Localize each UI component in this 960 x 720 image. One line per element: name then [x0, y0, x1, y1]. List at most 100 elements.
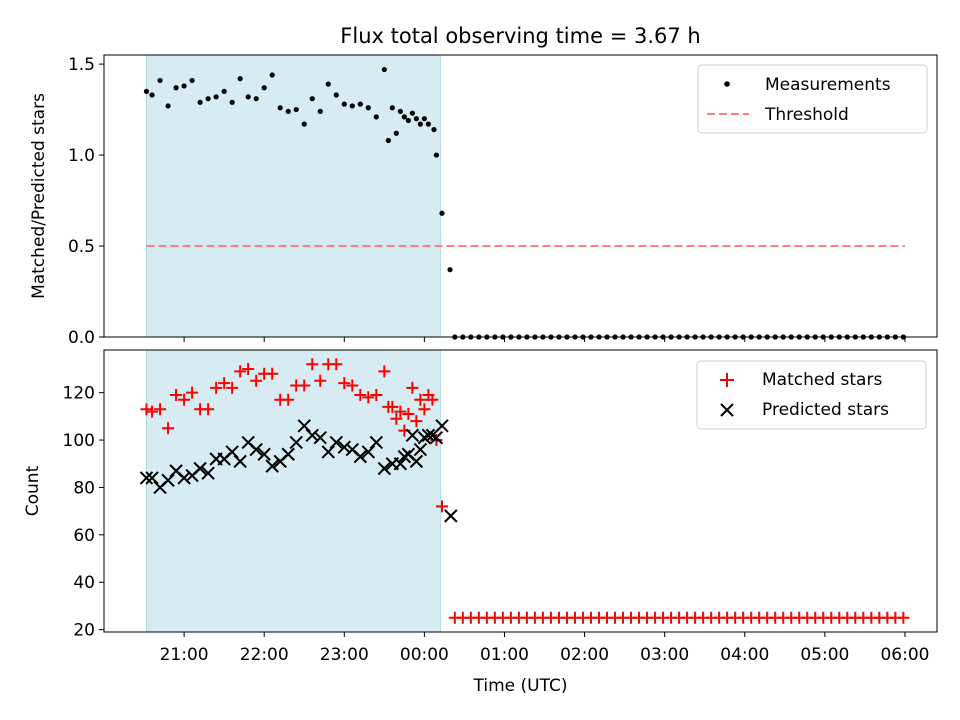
measurement-point: [417, 121, 423, 127]
measurement-point: [181, 83, 187, 89]
y-tick-label: 0.5: [68, 237, 95, 257]
measurement-point: [309, 96, 315, 102]
matched-star-point: [338, 377, 351, 390]
count-axes-frame: [103, 349, 938, 633]
matched-star-point: [402, 407, 415, 420]
matched-star-point: [426, 393, 439, 406]
matched-star-point: [418, 403, 431, 416]
y-tick-label: 0.0: [68, 328, 95, 348]
ratio-legend-box: [697, 64, 928, 134]
measurement-point: [149, 92, 155, 98]
measurement-point: [189, 77, 195, 84]
predicted-star-point: [435, 419, 449, 433]
measurement-point: [277, 105, 283, 111]
matched-star-point: [410, 415, 423, 428]
matched-star-point: [234, 365, 247, 378]
x-tick-label: 21:00: [160, 645, 209, 665]
measurement-point: [433, 152, 439, 158]
measurement-point: [373, 114, 379, 120]
matched-star-point: [218, 377, 231, 390]
predicted-star-point: [265, 459, 279, 473]
measurement-point: [405, 117, 411, 124]
measurement-point: [389, 105, 395, 111]
predicted-star-point: [337, 440, 351, 454]
predicted-star-point: [444, 509, 458, 523]
x-tick-label: 02:00: [560, 645, 609, 665]
measurement-point: [317, 108, 323, 114]
matched-star-point: [266, 367, 279, 380]
matched-star-point: [354, 389, 367, 402]
y-tick-label: 1.0: [68, 146, 95, 166]
x-tick-label: 06:00: [880, 645, 929, 665]
legend-measurements-label: Measurements: [765, 75, 891, 95]
matched-star-point: [314, 374, 327, 387]
measurement-point: [381, 66, 387, 73]
y-tick-label: 80: [73, 478, 95, 498]
measurement-point: [245, 94, 251, 100]
matched-star-point: [250, 374, 263, 387]
matched-star-point: [406, 381, 419, 394]
measurement-point: [447, 267, 453, 273]
matched-star-point: [210, 381, 223, 394]
predicted-star-point: [329, 435, 343, 450]
predicted-star-point: [257, 447, 271, 461]
measurement-point: [221, 88, 227, 94]
matched-star-point: [186, 386, 199, 399]
predicted-star-point: [193, 461, 207, 476]
matched-star-point: [378, 365, 391, 378]
measurement-point: [157, 77, 163, 84]
measurement-point: [409, 110, 415, 116]
time-x-axis-label: Time (UTC): [473, 676, 568, 696]
matched-star-point: [140, 403, 153, 416]
measurement-point: [397, 108, 403, 114]
matched-star-point: [330, 358, 343, 371]
measurement-point: [401, 114, 407, 120]
matched-star-point: [414, 393, 427, 406]
legend-matched-label: Matched stars: [762, 370, 882, 390]
y-tick-label: 1.5: [68, 55, 95, 75]
matched-star-point: [154, 403, 167, 416]
matched-star-point: [178, 393, 191, 406]
measurement-point: [333, 92, 339, 98]
predicted-star-point: [225, 445, 239, 459]
predicted-star-point: [161, 473, 175, 488]
measurement-point: [205, 96, 211, 102]
predicted-star-point: [377, 461, 392, 476]
matched-star-point: [146, 405, 159, 418]
measurement-point: [341, 101, 347, 107]
predicted-star-point: [233, 454, 247, 469]
measurement-point: [325, 81, 331, 87]
predicted-star-point: [405, 428, 420, 443]
ratio-y-ticks: 0.0 0.5 1.0 1.5: [68, 55, 104, 348]
count-legend: Matched stars Predicted stars: [696, 360, 927, 430]
matched-star-point: [298, 379, 311, 392]
matched-star-point: [202, 403, 215, 416]
x-tick-label: 01:00: [480, 645, 529, 665]
predicted-star-point: [429, 430, 444, 445]
matched-star-point: [370, 389, 383, 402]
predicted-star-point: [249, 442, 263, 457]
measurement-point: [269, 72, 275, 78]
matched-star-point: [382, 400, 395, 413]
measurement-point: [197, 99, 203, 105]
matched-star-point: [436, 500, 449, 513]
matched-star-point: [306, 358, 319, 371]
measurement-point: [431, 126, 437, 133]
predicted-star-point: [305, 428, 319, 443]
matched-star-point: [170, 389, 183, 402]
count-y-axis-label: Count: [23, 465, 43, 516]
count-marks: [139, 358, 910, 624]
x-tick-label: 05:00: [800, 645, 849, 665]
measurement-point: [285, 108, 291, 114]
chart-title: Flux total observing time = 3.67 h: [340, 24, 700, 48]
measurement-point: [421, 116, 427, 122]
measurement-point: [413, 116, 419, 122]
predicted-star-point: [409, 454, 424, 469]
legend-predicted-label: Predicted stars: [762, 400, 889, 420]
measurement-point: [173, 85, 179, 91]
measurement-point: [439, 210, 445, 216]
y-tick-label: 20: [73, 621, 95, 641]
predicted-star-point: [393, 457, 408, 471]
predicted-star-point: [369, 435, 384, 450]
